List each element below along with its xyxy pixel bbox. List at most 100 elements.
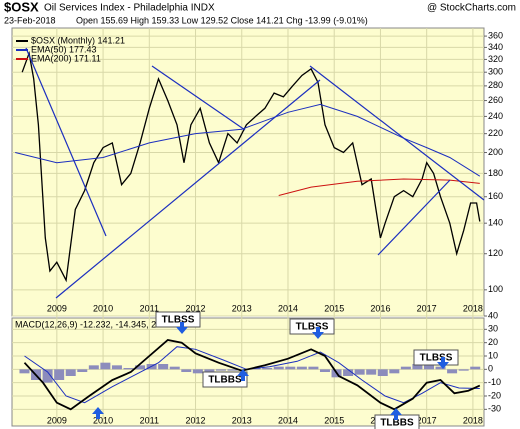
x-tick-label: 2011 — [140, 303, 159, 313]
y-tick-label: -20 — [488, 390, 501, 400]
histogram-bar — [354, 369, 365, 375]
annotation-box — [413, 349, 459, 366]
legend-label: $OSX (Monthly) 141.21 — [31, 35, 125, 45]
x-tick-label: 2009 — [47, 303, 67, 313]
x-tick-label: 2015 — [324, 303, 344, 313]
y-tick-label: -10 — [488, 377, 501, 387]
annotation-box — [289, 318, 335, 335]
annotation: TLBSS — [162, 315, 195, 326]
signal-arrow — [176, 322, 188, 334]
date: 23-Feb-2018 — [4, 15, 56, 25]
histogram-bar — [296, 366, 307, 370]
x-tick-label: 2012 — [186, 303, 206, 313]
histogram-bar — [135, 365, 146, 370]
annotation: TLBSS — [296, 322, 329, 333]
trendline — [377, 179, 451, 256]
histogram-bar — [343, 369, 354, 376]
histogram-bar — [88, 365, 99, 370]
y-tick-label: 340 — [488, 42, 503, 52]
histogram-bar — [192, 369, 203, 374]
legend-label: EMA(200) 171.11 — [31, 53, 101, 63]
trendline — [25, 47, 107, 237]
histogram-bar — [65, 369, 76, 376]
y-tick-label: 100 — [488, 284, 503, 294]
y-tick-label: 200 — [488, 147, 503, 157]
histogram-bar — [77, 369, 88, 372]
histogram-bar — [204, 369, 215, 372]
x-tick-label: 2011 — [140, 415, 159, 425]
histogram-bar — [262, 368, 273, 370]
main-panel — [11, 27, 485, 317]
histogram-bar — [458, 369, 469, 371]
annotation: TLBSS — [420, 353, 453, 364]
x-tick-label: 2013 — [232, 415, 252, 425]
y-tick-label: 220 — [488, 128, 503, 138]
histogram-bar — [111, 365, 122, 370]
y-tick-label: 10 — [488, 350, 498, 360]
annotation: TLBBS — [208, 375, 242, 386]
histogram-bar — [169, 366, 180, 370]
x-tick-label: 2009 — [47, 415, 67, 425]
trendline — [151, 65, 246, 131]
histogram-bar — [285, 366, 296, 370]
signal-arrow — [237, 369, 249, 381]
histogram-bar — [308, 366, 319, 370]
x-tick-label: 2012 — [186, 415, 206, 425]
symbol: $OSX — [4, 0, 39, 14]
histogram-bar — [54, 369, 65, 380]
series-line — [15, 103, 481, 177]
signal-arrow — [390, 408, 402, 420]
y-tick-label: 140 — [488, 218, 503, 228]
y-tick-label: 240 — [488, 111, 503, 121]
annotation: TLBBS — [380, 418, 414, 429]
x-tick-label: 2010 — [93, 303, 113, 313]
macd-label: MACD(12,26,9) -12.232, -14.345, 2.113 — [15, 319, 173, 329]
histogram-bar — [19, 369, 30, 374]
histogram-bar — [319, 369, 330, 372]
y-tick-label: 0 — [488, 364, 493, 374]
histogram-bar — [389, 369, 400, 374]
main-layer: 100 120 140 160 180 200 220 240 260 280 300 320 340 3… — [12, 28, 503, 316]
trendline — [55, 79, 321, 299]
y-tick-label: 360 — [488, 30, 503, 40]
source: @ StockCharts.com — [427, 3, 516, 14]
series-line — [278, 178, 480, 196]
x-tick-label: 2013 — [232, 303, 252, 313]
x-tick-label: 2017 — [417, 303, 437, 313]
signal-arrow — [92, 407, 104, 419]
y-tick-label: 160 — [488, 191, 503, 201]
histogram-bar — [366, 369, 377, 375]
y-tick-label: 40 — [488, 310, 498, 320]
legend-label: EMA(50) 177.43 — [31, 44, 97, 54]
y-tick-label: -30 — [488, 404, 501, 414]
signal-arrow — [312, 327, 324, 339]
x-tick-label: 2015 — [324, 415, 344, 425]
x-tick-label: 2014 — [278, 303, 298, 313]
y-tick-label: 280 — [488, 80, 503, 90]
histogram-bar — [123, 368, 134, 370]
price-info: Open 155.69 High 159.33 Low 129.52 Close… — [76, 15, 368, 25]
histogram-bar — [400, 366, 411, 370]
histogram-bar — [158, 364, 169, 370]
x-tick-label: 2014 — [278, 415, 298, 425]
x-tick-label: 2018 — [463, 303, 483, 313]
histogram-bar — [447, 369, 458, 374]
histogram-bar — [100, 362, 111, 370]
y-tick-label: 180 — [488, 168, 503, 178]
macd-panel — [11, 317, 485, 427]
series-line — [21, 50, 481, 283]
histogram-bar — [181, 369, 192, 372]
y-tick-label: 120 — [488, 248, 503, 258]
histogram-bar — [227, 369, 238, 371]
annotation-box — [202, 371, 248, 388]
y-tick-label: 320 — [488, 54, 503, 64]
histogram-bar — [273, 366, 284, 370]
histogram-bar — [412, 364, 423, 370]
signal-arrow — [437, 357, 449, 369]
series-line — [23, 339, 481, 411]
x-tick-label: 2016 — [370, 303, 390, 313]
x-tick-label: 2018 — [463, 415, 483, 425]
macd-layer: -30 -20 -10 0 10 20 30 40 2009 2010 2011 2012 2013 20… — [12, 310, 501, 429]
y-tick-label: 300 — [488, 67, 503, 77]
